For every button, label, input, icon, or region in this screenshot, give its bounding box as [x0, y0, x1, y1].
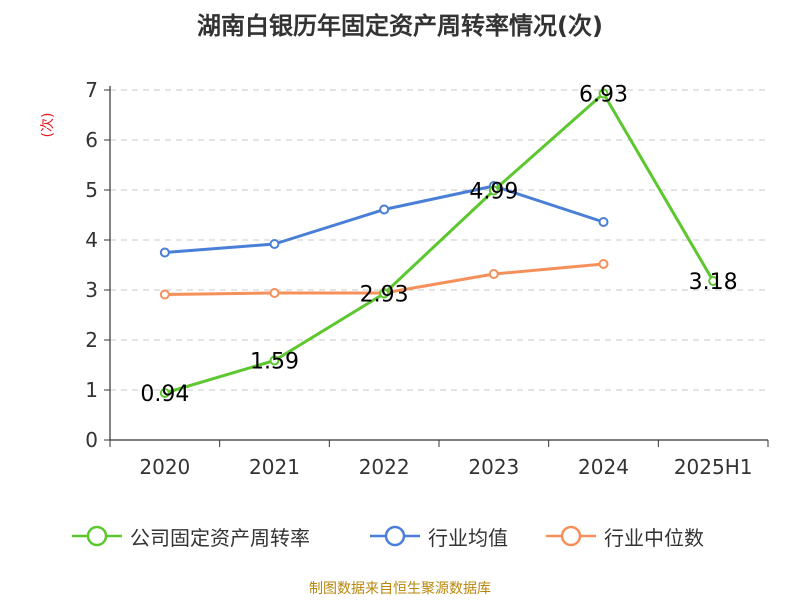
- x-tick-label: 2025H1: [674, 455, 753, 479]
- series-line-0: [164, 92, 715, 395]
- data-labels: 0.94 1.59 2.93 4.99 6.93 3.18: [140, 83, 737, 408]
- y-axis-label: (次): [40, 113, 56, 138]
- x-tick-label: 2022: [359, 455, 410, 479]
- data-point: [269, 288, 280, 298]
- legend-marker-icon: [72, 525, 122, 547]
- y-tick-label: 6: [85, 128, 98, 152]
- y-tick-label: 1: [85, 378, 98, 402]
- y-tick-label: 2: [85, 328, 98, 352]
- legend-marker-icon: [370, 525, 420, 547]
- x-tick-label: 2023: [468, 455, 519, 479]
- y-tick-label: 5: [85, 178, 98, 202]
- data-point: [269, 355, 280, 366]
- data-point: [598, 88, 609, 99]
- data-point: [708, 276, 719, 286]
- y-tick-label: 4: [85, 228, 98, 252]
- data-point: [159, 247, 170, 258]
- y-tick-label: 7: [85, 78, 98, 102]
- data-point: [269, 239, 280, 249]
- legend-label: 行业中位数: [604, 525, 704, 550]
- series-lines: [159, 88, 719, 398]
- legend-label: 公司固定资产周转率: [130, 525, 310, 550]
- data-point: [379, 204, 390, 215]
- data-label: 6.93: [579, 83, 628, 108]
- source-note: 制图数据来自恒生聚源数据库: [309, 581, 491, 597]
- data-point: [159, 289, 170, 300]
- data-point: [159, 388, 170, 398]
- y-tick-label: 3: [85, 278, 98, 302]
- data-point: [598, 259, 609, 269]
- data-label: 1.59: [250, 350, 299, 375]
- legend-item-company[interactable]: 公司固定资产周转率: [72, 520, 310, 552]
- data-point: [598, 217, 609, 227]
- x-tick-label: 2020: [139, 455, 190, 479]
- data-point: [379, 288, 390, 299]
- axes: 0 1 2 3 4 5 6 7 2020 2021 2022 2023 2024 2025H1: [85, 78, 769, 479]
- legend-marker-icon: [546, 525, 596, 547]
- chart-title: 湖南白银历年固定资产周转率情况(次): [197, 12, 603, 40]
- data-point: [488, 185, 499, 196]
- legend-label: 行业均值: [428, 525, 508, 550]
- data-label: 3.18: [689, 270, 738, 295]
- x-tick-label: 2021: [249, 455, 300, 479]
- y-tick-label: 0: [85, 428, 98, 452]
- legend-item-industry-average[interactable]: 行业均值: [370, 520, 508, 552]
- data-point: [488, 269, 499, 279]
- data-label: 0.94: [140, 382, 189, 407]
- series-line-1: [164, 184, 604, 254]
- legend-item-industry-median[interactable]: 行业中位数: [546, 520, 704, 552]
- data-label: 4.99: [469, 180, 518, 205]
- x-tick-label: 2024: [578, 455, 629, 479]
- data-label: 2.93: [360, 283, 409, 308]
